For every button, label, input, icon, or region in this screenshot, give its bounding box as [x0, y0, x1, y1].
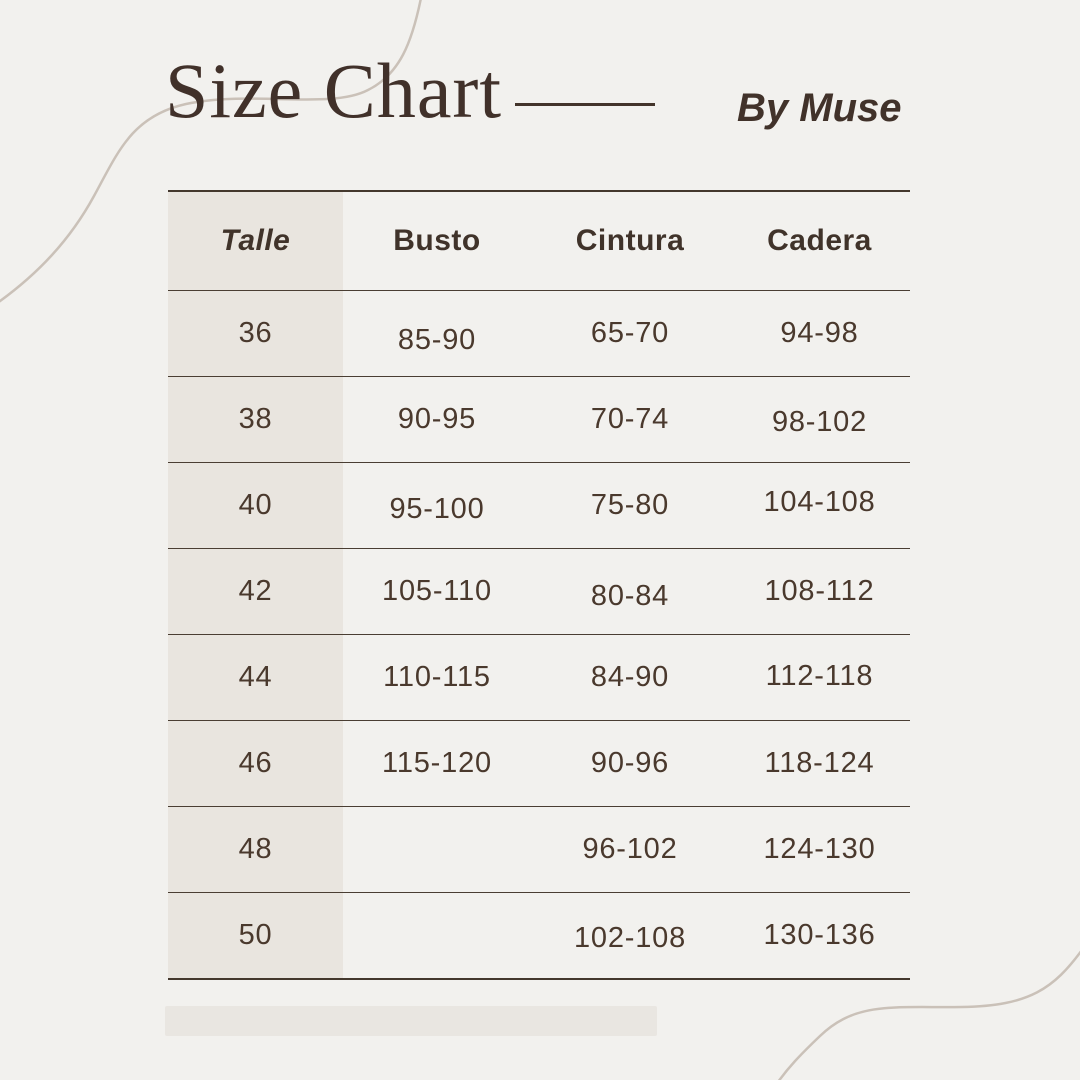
- cell-talle: 44: [168, 635, 343, 720]
- cell-talle: 48: [168, 807, 343, 892]
- table-row: 38 90-95 70-74 98-102: [168, 376, 910, 462]
- table-body: 36 85-90 65-70 94-98 38 90-95 70-74 98-102 40 95-…: [168, 290, 910, 978]
- cell-cintura: 90-96: [590, 747, 670, 779]
- cell-cintura: 65-70: [590, 317, 670, 349]
- cell-cintura: 70-74: [590, 403, 670, 435]
- size-table: Talle Busto Cintura Cadera 36 85-90 65-70 9…: [168, 190, 910, 980]
- brand-name: By Muse: [737, 86, 902, 130]
- page-title: Size Chart: [165, 47, 503, 134]
- cell-talle: 50: [168, 893, 343, 978]
- cell-busto: 95-100: [389, 493, 485, 525]
- cell-cintura: 102-108: [573, 921, 687, 954]
- column-header-cintura: Cintura: [575, 224, 685, 257]
- cell-busto: 85-90: [397, 323, 477, 356]
- table-header-row: Talle Busto Cintura Cadera: [168, 192, 910, 290]
- cell-busto: 110-115: [383, 661, 491, 693]
- table-row: 44 110-115 84-90 112-118: [168, 634, 910, 720]
- cell-cadera: 94-98: [780, 317, 859, 349]
- table-row: 46 115-120 90-96 118-124: [168, 720, 910, 806]
- cell-cintura: 80-84: [590, 579, 670, 612]
- title-divider-line: [515, 103, 655, 106]
- cell-cintura: 96-102: [582, 833, 678, 865]
- table-row: 42 105-110 80-84 108-112: [168, 548, 910, 634]
- cell-cadera: 124-130: [763, 833, 876, 865]
- table-row: 40 95-100 75-80 104-108: [168, 462, 910, 548]
- cell-talle: 46: [168, 721, 343, 806]
- cell-talle: 36: [168, 291, 343, 376]
- cell-talle: 38: [168, 377, 343, 462]
- footer-accent-bar: [165, 1006, 657, 1036]
- cell-busto: 115-120: [382, 747, 492, 779]
- cell-busto: [343, 893, 531, 978]
- cell-cadera: 130-136: [763, 919, 876, 951]
- column-header-cadera: Cadera: [767, 224, 872, 257]
- cell-busto: 105-110: [382, 575, 492, 607]
- column-header-talle: Talle: [168, 192, 343, 290]
- cell-busto: [343, 807, 531, 892]
- cell-talle: 42: [168, 549, 343, 634]
- cell-cintura: 75-80: [590, 489, 670, 521]
- top-left-curve: [0, 0, 422, 303]
- cell-cintura: 84-90: [590, 661, 670, 693]
- table-row: 50 102-108 130-136: [168, 892, 910, 978]
- cell-cadera: 98-102: [771, 406, 868, 438]
- bottom-right-curve: [777, 950, 1080, 1080]
- table-row: 48 96-102 124-130: [168, 806, 910, 892]
- cell-cadera: 104-108: [763, 486, 876, 518]
- cell-cadera: 118-124: [764, 747, 875, 779]
- cell-cadera: 108-112: [764, 575, 875, 607]
- table-row: 36 85-90 65-70 94-98: [168, 290, 910, 376]
- cell-talle: 40: [168, 463, 343, 548]
- column-header-busto: Busto: [393, 224, 481, 257]
- cell-busto: 90-95: [397, 403, 477, 435]
- cell-cadera: 112-118: [765, 659, 874, 692]
